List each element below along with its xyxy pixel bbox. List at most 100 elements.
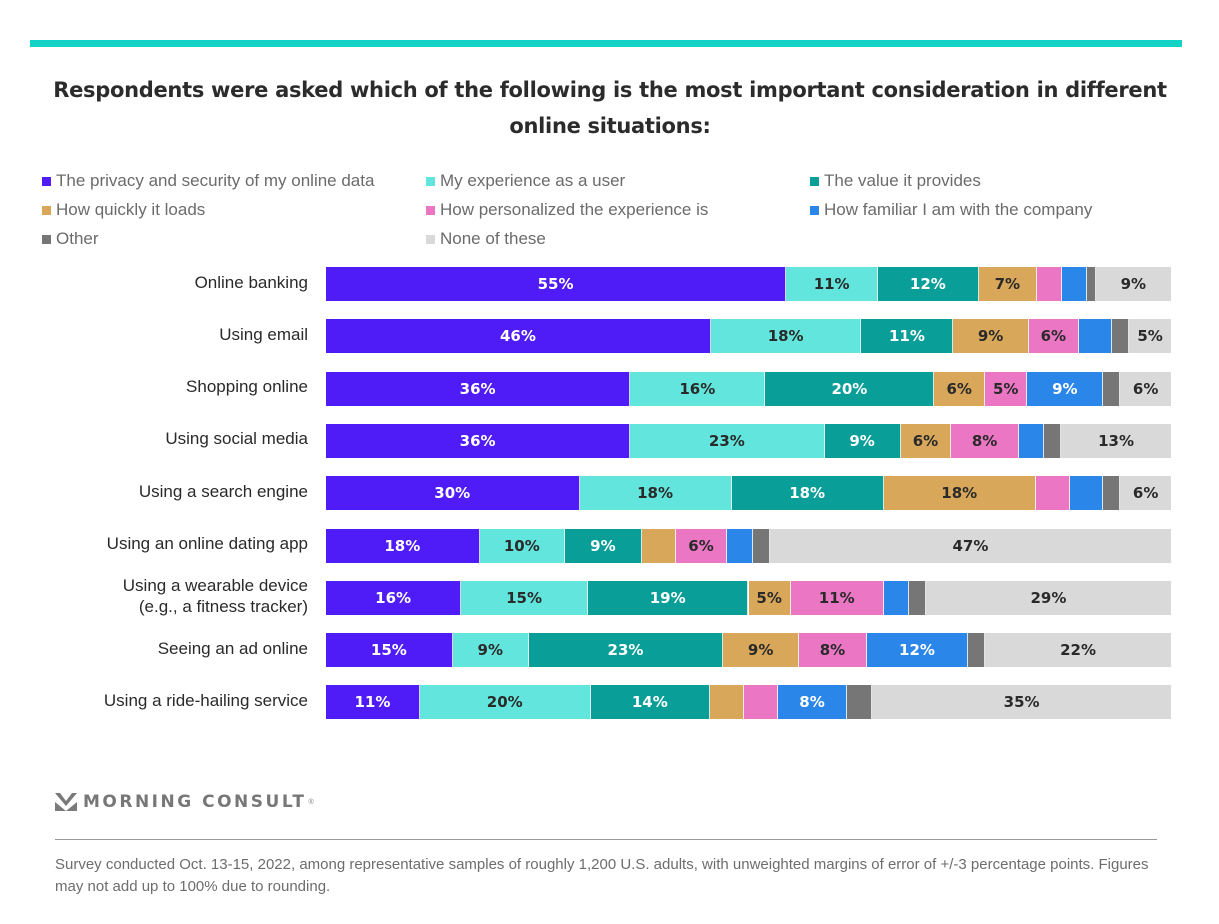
bar-segment [1035,476,1070,511]
bar-segment: 14% [590,685,711,720]
category-label: Using a search engine [139,481,308,502]
data-label: 22% [1060,641,1096,660]
category-label: Using a wearable device (e.g., a fitness … [123,575,308,617]
data-label: 9% [1052,379,1078,398]
bar-segment [641,528,676,563]
legend-item: How quickly it loads [42,200,205,220]
data-label: 10% [503,536,540,555]
data-label: 19% [649,588,686,607]
category-label-line: Online banking [194,272,308,292]
legend-label: How familiar I am with the company [824,200,1093,219]
data-label: 9% [590,536,616,555]
data-label: 18% [767,327,804,346]
legend-label: Other [56,229,99,248]
category-label: Online banking [195,272,308,293]
bar-segment: 9% [452,633,529,668]
data-label: 6% [688,536,714,555]
bar-segment: 36% [326,371,631,406]
bar-segment: 8% [799,633,867,668]
footnote: Survey conducted Oct. 13-15, 2022, among… [55,856,1149,895]
legend-item: The privacy and security of my online da… [42,171,374,191]
data-label: 6% [912,431,939,450]
bar-segment: 46% [326,319,711,354]
data-label: 9% [849,431,875,450]
data-label: 6% [1040,327,1067,346]
data-label: 5% [756,588,782,607]
legend-item: None of these [426,229,546,249]
data-label: 15% [370,641,407,660]
bar-segment: 16% [630,371,766,406]
bar-segment [727,528,753,563]
bar-segment: 23% [630,423,825,458]
stacked-bars: 55% 11% 12% 7% 9% 46% 18% 11% 9% 6% 5% 36% 16% 20% 6% 5… [326,267,1171,722]
bar-segment: 11% [786,267,879,301]
bar-segment: 6% [934,371,986,406]
bar-segment: 16% [326,580,462,615]
data-label: 8% [799,693,825,712]
data-label: 5% [1137,327,1163,346]
legend-swatch [810,176,819,186]
bar-segment: 9% [723,633,800,668]
data-label: 9% [747,641,774,660]
bar-segment: 6% [900,423,952,458]
data-label: 11% [888,327,925,346]
bar-segment [1103,371,1121,406]
data-label: 9% [1120,275,1147,293]
bar-segment: 15% [326,633,453,668]
category-label: Using social media [165,428,308,449]
data-label: 9% [477,641,503,660]
data-label: 20% [486,693,523,712]
bar-segment: 10% [479,528,565,563]
bar-segment: 13% [1061,423,1171,458]
legend-label: The value it provides [824,171,981,190]
data-label: 46% [499,327,536,346]
bar-segment [1087,267,1096,301]
data-label: 35% [1003,693,1040,712]
data-label: 36% [459,431,496,450]
data-label: 12% [909,275,946,293]
bar-segment [1078,319,1113,354]
legend-swatch [810,205,819,215]
data-label: 12% [899,641,935,660]
bar-segment: 6% [1028,319,1079,354]
bar-segment [1103,476,1121,511]
bar-segment [1044,423,1062,458]
morning-consult-logo-icon [55,793,77,811]
data-label: 11% [354,693,391,712]
bar-segment [1018,423,1045,458]
bar-segment: 22% [985,633,1171,668]
data-label: 8% [819,641,846,660]
bar-segment: 11% [790,580,884,615]
legend-swatch [42,234,51,244]
bar-segment: 9% [824,423,901,458]
data-label: 6% [1132,379,1159,398]
category-label-line: Using social media [165,429,308,449]
data-label: 16% [375,588,412,607]
legend-label: How quickly it loads [56,200,206,219]
data-label: 23% [607,641,644,660]
legend-item: How personalized the experience is [426,200,708,220]
legend-swatch [426,234,435,244]
data-label: 7% [994,275,1021,293]
bar-segment [1112,319,1130,354]
brand-name: MORNING CONSULT [83,792,307,812]
bar-segment [846,685,873,720]
bar-segment [752,528,770,563]
bar-segment [968,633,986,668]
legend-label: How personalized the experience is [440,200,709,219]
bar-segment: 19% [587,580,749,615]
data-label: 15% [506,588,543,607]
bar-segment: 5% [748,580,791,615]
category-label-line: Using a ride-hailing service [103,690,308,710]
data-label: 18% [789,484,826,503]
bar-segment: 20% [765,371,935,406]
data-label: 18% [637,484,673,503]
bar-segment: 18% [883,476,1036,511]
brand-logo: MORNING CONSULT ® [55,792,314,812]
data-label: 5% [992,379,1019,398]
bar-segment: 35% [872,685,1171,720]
bar-segment: 55% [326,267,787,301]
bar-segment [710,685,745,720]
bar-segment: 12% [878,267,979,301]
category-label-line: Using a wearable device [122,575,308,595]
